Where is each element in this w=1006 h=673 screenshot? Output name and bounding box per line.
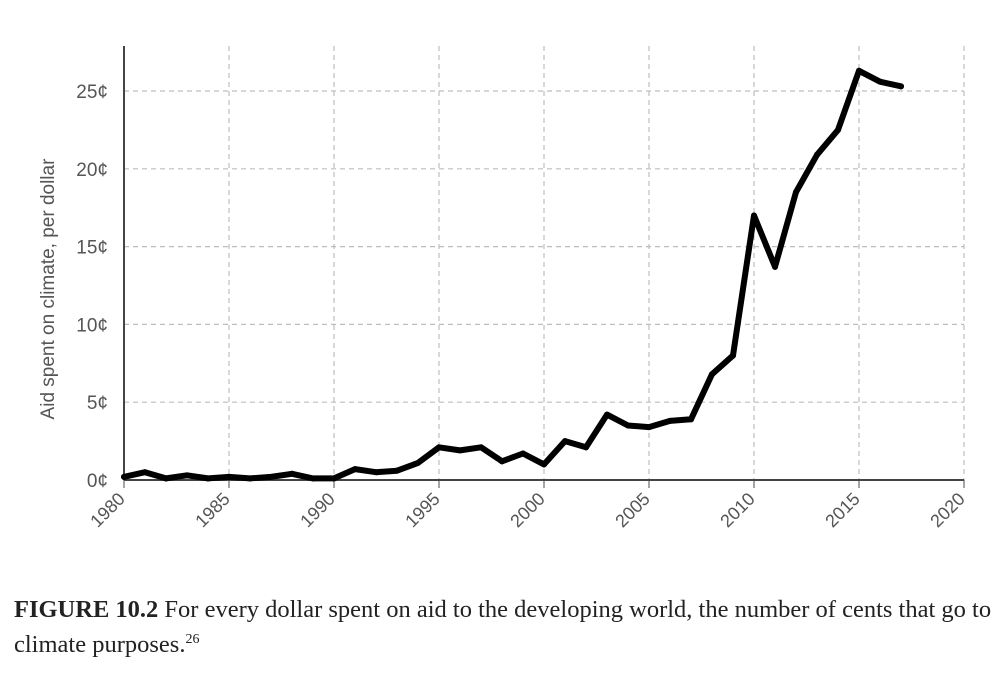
- data-point: [205, 475, 211, 482]
- data-point: [772, 263, 778, 270]
- data-point: [331, 475, 337, 482]
- y-tick-label: 5¢: [87, 393, 108, 414]
- y-tick-label: 15¢: [76, 238, 108, 259]
- x-tick-label: 1980: [86, 489, 128, 531]
- y-tick-label: 20¢: [76, 160, 108, 181]
- x-tick-label: 1985: [191, 489, 233, 531]
- x-tick-label: 1995: [401, 489, 443, 531]
- data-point: [562, 438, 568, 445]
- footnote-ref: 26: [185, 632, 200, 647]
- figure-label: FIGURE 10.2: [14, 596, 159, 623]
- data-point: [268, 473, 274, 480]
- line-chart: 0¢ 5¢ 10¢ 15¢ 20¢ 25¢ 1980 1985 1990 1995 2000 200…: [38, 46, 969, 531]
- data-point: [415, 459, 421, 466]
- grid-lines: [124, 46, 965, 480]
- data-point: [121, 473, 127, 480]
- data-point: [247, 475, 253, 482]
- data-point: [730, 352, 736, 359]
- data-point: [478, 444, 484, 451]
- figure-caption-text: For every dollar spent on aid to the dev…: [14, 596, 992, 658]
- data-point: [877, 78, 883, 85]
- data-point: [310, 475, 316, 482]
- data-point: [856, 67, 862, 74]
- data-point: [793, 189, 799, 196]
- data-point: [688, 416, 694, 423]
- x-tick-label: 2010: [716, 489, 758, 531]
- data-point: [499, 458, 505, 465]
- data-point: [646, 424, 652, 431]
- data-point: [583, 444, 589, 451]
- data-point: [814, 151, 820, 158]
- data-point: [226, 473, 232, 480]
- data-point: [667, 417, 673, 424]
- y-tick-label: 0¢: [87, 471, 108, 492]
- x-tick-label: 2015: [821, 489, 863, 531]
- y-tick-label: 25¢: [76, 82, 108, 103]
- data-point: [709, 371, 715, 378]
- data-point: [625, 422, 631, 429]
- x-tick-label: 1990: [296, 489, 338, 531]
- data-point: [352, 466, 358, 473]
- x-tick-label: 2020: [926, 489, 968, 531]
- y-tick-label: 10¢: [76, 315, 108, 336]
- data-point: [142, 469, 148, 476]
- data-point: [289, 470, 295, 477]
- data-point: [520, 450, 526, 457]
- data-point: [604, 411, 610, 418]
- y-tick-labels: 0¢ 5¢ 10¢ 15¢ 20¢ 25¢: [76, 82, 108, 492]
- x-tick-label: 2000: [506, 489, 548, 531]
- x-tick-label: 2005: [611, 489, 653, 531]
- x-tick-labels: 1980 1985 1990 1995 2000 2005 2010 2015 2020: [86, 489, 968, 531]
- figure-caption: FIGURE 10.2 For every dollar spent on ai…: [14, 592, 994, 662]
- data-point: [898, 83, 904, 90]
- data-point: [751, 212, 757, 219]
- data-point: [373, 469, 379, 476]
- data-point: [163, 475, 169, 482]
- data-point: [457, 447, 463, 454]
- data-point: [184, 472, 190, 479]
- data-point: [541, 461, 547, 468]
- data-point: [436, 444, 442, 451]
- data-series: [121, 67, 904, 482]
- y-axis-label: Aid spent on climate, per dollar: [38, 158, 59, 420]
- series-line: [121, 67, 904, 482]
- data-point: [835, 126, 841, 133]
- data-point: [394, 467, 400, 474]
